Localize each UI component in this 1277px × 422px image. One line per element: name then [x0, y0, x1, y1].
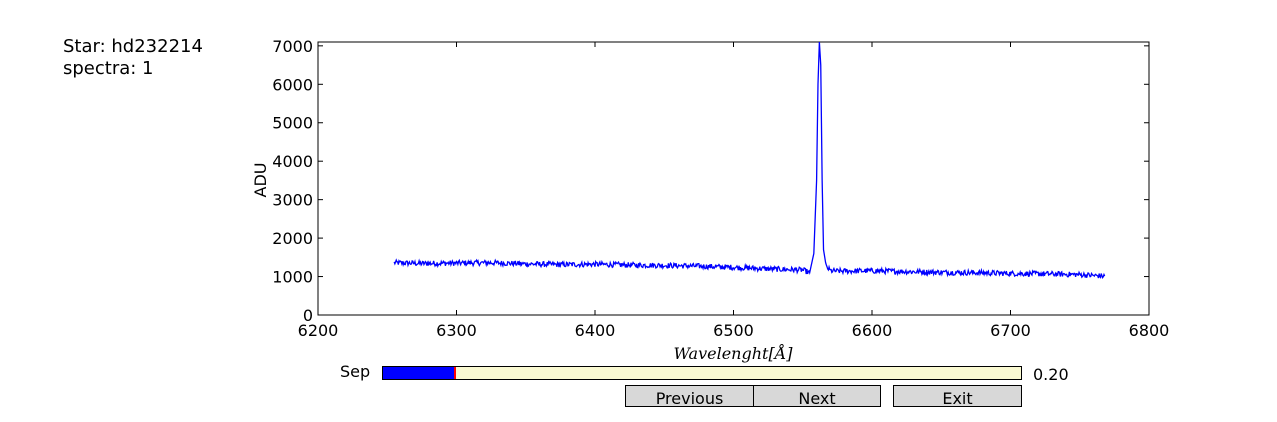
next-button[interactable]: Next: [753, 385, 881, 408]
x-tick-label: 6200: [298, 321, 339, 340]
x-axis-label: Wavelenght[Å]: [673, 343, 793, 363]
previous-button[interactable]: Previous: [625, 385, 754, 408]
x-tick-label: 6500: [713, 321, 754, 340]
x-tick-label: 6800: [1129, 321, 1170, 340]
exit-button[interactable]: Exit: [893, 385, 1022, 408]
x-axis: 6200 6300 6400 6500 6600 6700 6800: [298, 42, 1170, 340]
y-tick-label: 3000: [272, 191, 313, 210]
y-tick-label: 6000: [272, 75, 313, 94]
x-tick-label: 6600: [852, 321, 893, 340]
y-tick-label: 5000: [272, 114, 313, 133]
y-tick-label: 2000: [272, 229, 313, 248]
y-tick-label: 0: [303, 306, 313, 325]
sep-label: Sep: [340, 362, 371, 381]
y-axis: 0 1000 2000 3000 4000 5000 6000 7000: [272, 37, 1149, 325]
x-tick-label: 6300: [436, 321, 477, 340]
y-tick-label: 1000: [272, 268, 313, 287]
x-tick-label: 6400: [575, 321, 616, 340]
star-label: Star: hd232214: [63, 36, 203, 57]
sep-slider-fill: [383, 367, 454, 379]
y-axis-label: ADU: [251, 163, 270, 198]
x-tick-label: 6700: [990, 321, 1031, 340]
spectrum-line: [393, 41, 1106, 279]
y-tick-label: 7000: [272, 37, 313, 56]
y-tick-label: 4000: [272, 152, 313, 171]
sep-slider[interactable]: [382, 366, 1022, 380]
spectra-label: spectra: 1: [63, 58, 154, 79]
sep-value: 0.20: [1033, 365, 1069, 384]
series-layer: [393, 41, 1106, 279]
sep-slider-handle[interactable]: [454, 367, 456, 379]
